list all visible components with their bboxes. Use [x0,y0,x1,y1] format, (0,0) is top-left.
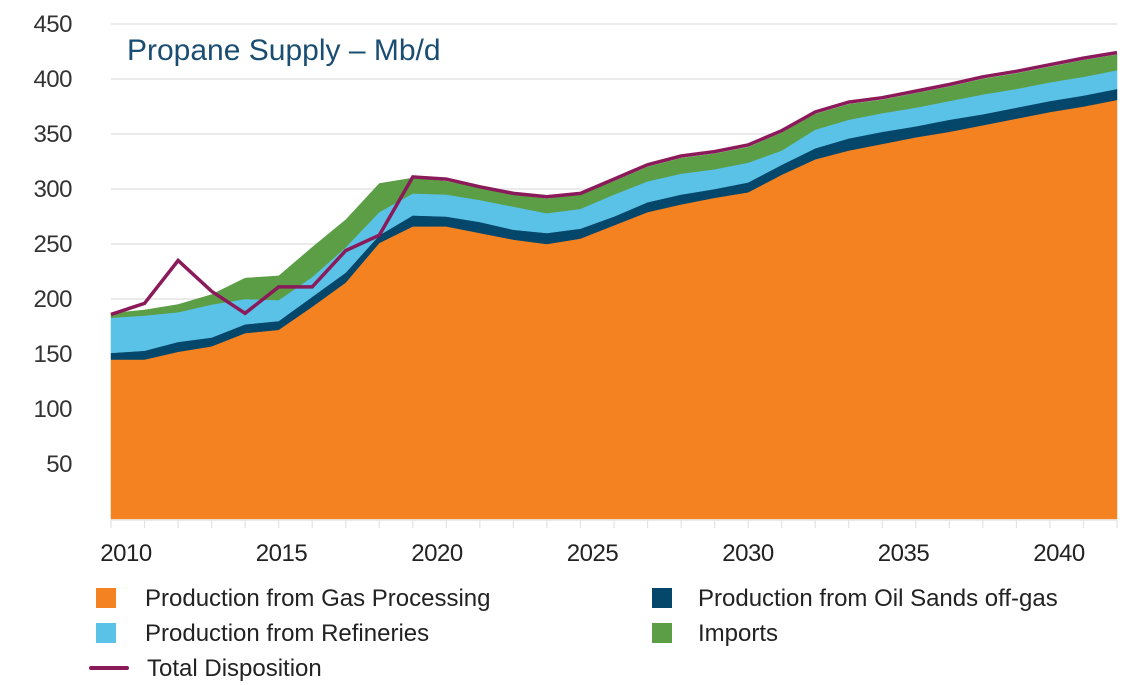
series-lines [110,50,1118,317]
legend-label-total-disposition: Total Disposition [147,655,322,682]
legend-swatch-gas-processing [96,588,116,608]
y-tick-label: 200 [33,286,72,313]
legend-swatch-imports [652,623,672,643]
x-tick-label: 2010 [100,540,152,567]
legend-item-refineries: Production from Refineries [96,620,429,647]
x-tick-label: 2025 [567,540,619,567]
legend-item-imports: Imports [652,620,778,647]
x-tick-label: 2015 [256,540,308,567]
y-tick-label: 100 [33,396,72,423]
chart-title: Propane Supply – Mb/d [127,34,441,67]
legend-item-oil-sands: Production from Oil Sands off-gas [652,585,1058,612]
x-tick-label: 2030 [722,540,774,567]
y-tick-label: 450 [33,11,72,38]
stacked-areas [110,54,1118,520]
legend-item-total-disposition: Total Disposition [89,655,322,682]
legend-item-gas-processing: Production from Gas Processing [96,585,490,612]
x-tick-label: 2040 [1033,540,1085,567]
x-tick-label: 2020 [411,540,463,567]
y-tick-label: 150 [33,341,72,368]
x-tick-label: 2035 [878,540,930,567]
legend-swatch-refineries [96,623,116,643]
area-imports [110,54,1118,318]
legend-label-gas-processing: Production from Gas Processing [145,585,490,612]
legend: Production from Gas Processing Productio… [89,585,1058,682]
line-total-disposition [110,50,1118,317]
legend-swatch-oil-sands [652,588,672,608]
y-tick-label: 300 [33,176,72,203]
y-tick-label: 50 [46,451,72,478]
legend-label-refineries: Production from Refineries [145,620,429,647]
y-tick-label: 350 [33,121,72,148]
legend-label-imports: Imports [698,620,778,647]
y-tick-label: 250 [33,231,72,258]
legend-label-oil-sands: Production from Oil Sands off-gas [698,585,1058,612]
y-axis-ticks: 50 100 150 200 250 300 350 400 450 [33,11,72,478]
y-tick-label: 400 [33,66,72,93]
x-axis: 2010 2015 2020 2025 2030 2035 2040 [100,519,1118,567]
